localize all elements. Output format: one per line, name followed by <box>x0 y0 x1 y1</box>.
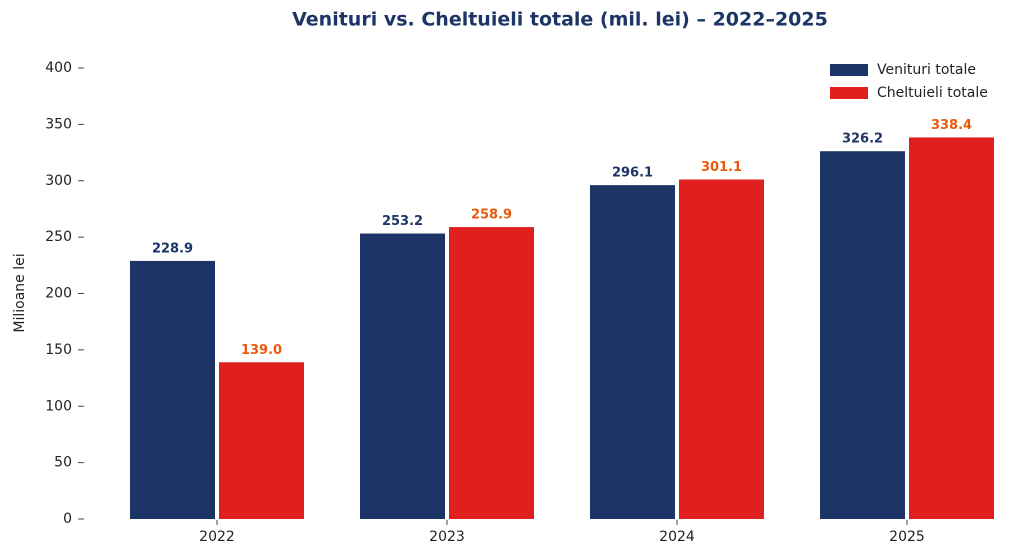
y-tick-label: 200 <box>45 286 72 302</box>
y-tick-label: 50 <box>54 455 72 471</box>
value-label: 139.0 <box>241 343 282 358</box>
y-tick-label: 300 <box>45 173 72 189</box>
bar <box>449 227 534 519</box>
x-tick-label: 2022 <box>199 529 235 545</box>
y-tick-label: 150 <box>45 342 72 358</box>
bar <box>219 362 304 519</box>
y-tick-label: 400 <box>45 60 72 76</box>
bar <box>820 151 905 519</box>
y-tick-label: 250 <box>45 229 72 245</box>
bar <box>679 179 764 519</box>
legend-swatch <box>830 64 868 76</box>
value-label: 258.9 <box>471 208 512 223</box>
y-axis-label: Milioane lei <box>12 253 28 332</box>
legend-label: Cheltuieli totale <box>877 85 988 101</box>
value-label: 228.9 <box>152 241 193 256</box>
value-label: 301.1 <box>701 160 742 175</box>
legend-swatch <box>830 87 868 99</box>
chart-title: Venituri vs. Cheltuieli totale (mil. lei… <box>292 9 828 31</box>
bar <box>360 233 445 519</box>
x-tick-label: 2024 <box>659 529 695 545</box>
value-label: 338.4 <box>931 118 972 133</box>
y-tick-label: 350 <box>45 116 72 132</box>
x-tick-label: 2023 <box>429 529 465 545</box>
bar <box>909 137 994 520</box>
bar <box>590 185 675 519</box>
value-label: 253.2 <box>382 214 423 229</box>
bar <box>130 260 215 519</box>
legend-label: Venituri totale <box>877 62 976 78</box>
y-tick-label: 100 <box>45 398 72 414</box>
value-label: 296.1 <box>612 166 653 181</box>
value-label: 326.2 <box>842 132 883 147</box>
x-tick-label: 2025 <box>889 529 925 545</box>
y-tick-label: 0 <box>63 511 72 527</box>
